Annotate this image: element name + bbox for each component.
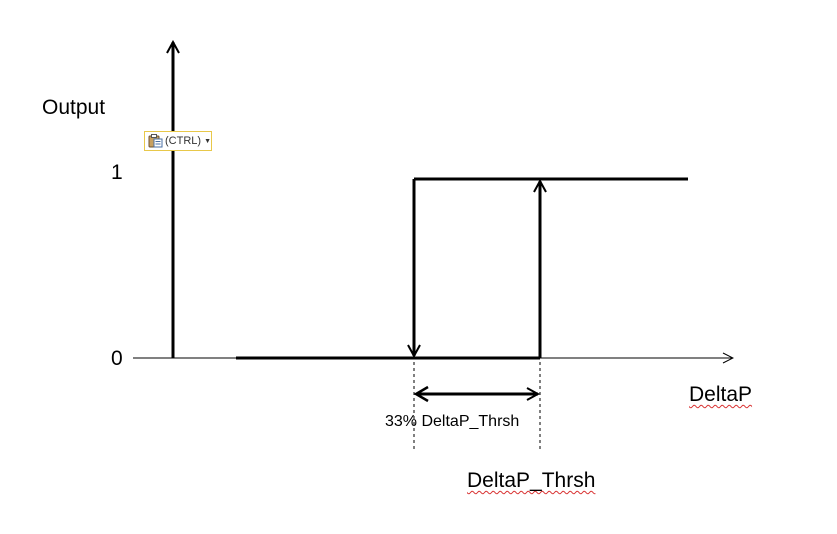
threshold-label: DeltaP_Thrsh <box>467 469 596 492</box>
paste-options-button[interactable]: (CTRL) ▼ <box>144 131 212 151</box>
hysteresis-arrow-left-head <box>413 385 429 403</box>
y-axis-label: Output <box>42 96 106 119</box>
paste-options-label: (CTRL) <box>165 135 202 147</box>
x-axis-label: DeltaP <box>689 383 753 406</box>
y-tick-label-0: 0 <box>111 347 123 370</box>
clipboard-icon <box>148 134 163 148</box>
caret-down-icon: ▼ <box>204 137 211 145</box>
y-tick-label-1: 1 <box>111 161 123 184</box>
hysteresis-label: 33% DeltaP_Thrsh <box>385 413 520 430</box>
